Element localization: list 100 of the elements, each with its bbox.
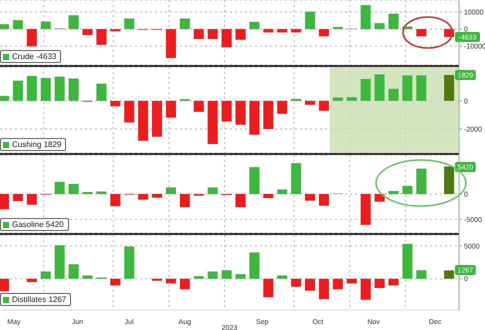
bar: [360, 78, 371, 101]
bar: [194, 29, 204, 39]
bar: [346, 278, 357, 284]
legend-label: Gasoline 5420: [12, 220, 64, 229]
bar: [277, 29, 288, 32]
bar: [12, 20, 23, 30]
bar: [332, 97, 343, 101]
bar: [444, 75, 454, 101]
bar: [0, 278, 10, 292]
bar: [180, 278, 190, 290]
bar: [166, 187, 176, 194]
bar: [40, 22, 51, 30]
bar: [402, 244, 412, 279]
bar: [235, 194, 246, 208]
bar: [291, 163, 302, 194]
bar: [416, 168, 426, 194]
bar: [194, 276, 204, 279]
bar: [402, 186, 412, 194]
bar: [138, 194, 148, 200]
bar: [68, 78, 79, 101]
bar: [318, 194, 329, 206]
bar: [277, 100, 288, 114]
legend-label: Cushing 1829: [12, 140, 62, 149]
bar: [318, 100, 329, 111]
bar: [374, 23, 385, 30]
bar: [444, 166, 454, 194]
bar: [305, 194, 316, 201]
bar: [26, 278, 37, 282]
bar: [263, 194, 274, 198]
bar: [416, 75, 426, 101]
bar: [124, 18, 134, 30]
bar: [26, 194, 37, 205]
bar: [208, 187, 218, 194]
bar: [388, 88, 398, 101]
bar: [68, 184, 79, 194]
bar: [318, 278, 329, 300]
bar: [235, 100, 246, 125]
bar: [68, 264, 79, 279]
bar: [249, 100, 260, 135]
bar: [124, 100, 134, 122]
bar: [194, 100, 204, 112]
bar: [388, 14, 398, 30]
bar: [152, 194, 162, 198]
bar: [208, 100, 218, 144]
bar: [82, 275, 92, 279]
bar: [12, 80, 23, 101]
bar: [374, 194, 385, 202]
bar: [416, 270, 426, 279]
bar: [360, 5, 371, 30]
bar: [388, 278, 398, 286]
bar: [249, 252, 260, 279]
bar: [374, 74, 385, 101]
bar: [0, 96, 10, 101]
bar: [374, 278, 385, 288]
bar: [68, 15, 79, 30]
legend-label: Crude -4633: [12, 52, 56, 61]
bar: [291, 29, 302, 32]
bar: [96, 84, 106, 101]
bar: [138, 100, 148, 141]
bar: [318, 29, 329, 36]
bar: [305, 278, 316, 291]
bar: [346, 97, 357, 101]
bar: [277, 189, 288, 194]
bar: [291, 278, 302, 287]
bar: [360, 194, 371, 225]
bar: [26, 29, 37, 46]
bar: [110, 194, 120, 206]
bar: [263, 278, 274, 298]
bar: [235, 29, 246, 40]
bar: [0, 194, 10, 210]
bar: [96, 191, 106, 194]
bar: [166, 100, 176, 118]
bar: [222, 29, 232, 48]
bar: [40, 78, 51, 101]
bar: [249, 22, 260, 30]
bar: [26, 76, 37, 101]
bar: [388, 190, 398, 194]
bar: [360, 278, 371, 300]
bar: [263, 100, 274, 130]
bar: [249, 167, 260, 194]
bar: [124, 246, 134, 279]
bar: [166, 278, 176, 284]
bar: [332, 278, 343, 290]
bar: [152, 100, 162, 137]
bar: [208, 272, 218, 279]
bar: [222, 270, 232, 279]
bar: [82, 29, 92, 36]
bar: [402, 75, 412, 101]
bar: [12, 194, 23, 202]
bar: [54, 245, 65, 279]
bar: [305, 12, 316, 30]
legend-label: Distillates 1267: [12, 295, 66, 304]
bar: [40, 272, 51, 279]
bar: [166, 29, 176, 58]
bar: [180, 194, 190, 208]
bar: [110, 278, 120, 286]
bar: [263, 29, 274, 32]
bar: [416, 29, 426, 36]
bar: [110, 100, 120, 106]
bar: [222, 100, 232, 122]
